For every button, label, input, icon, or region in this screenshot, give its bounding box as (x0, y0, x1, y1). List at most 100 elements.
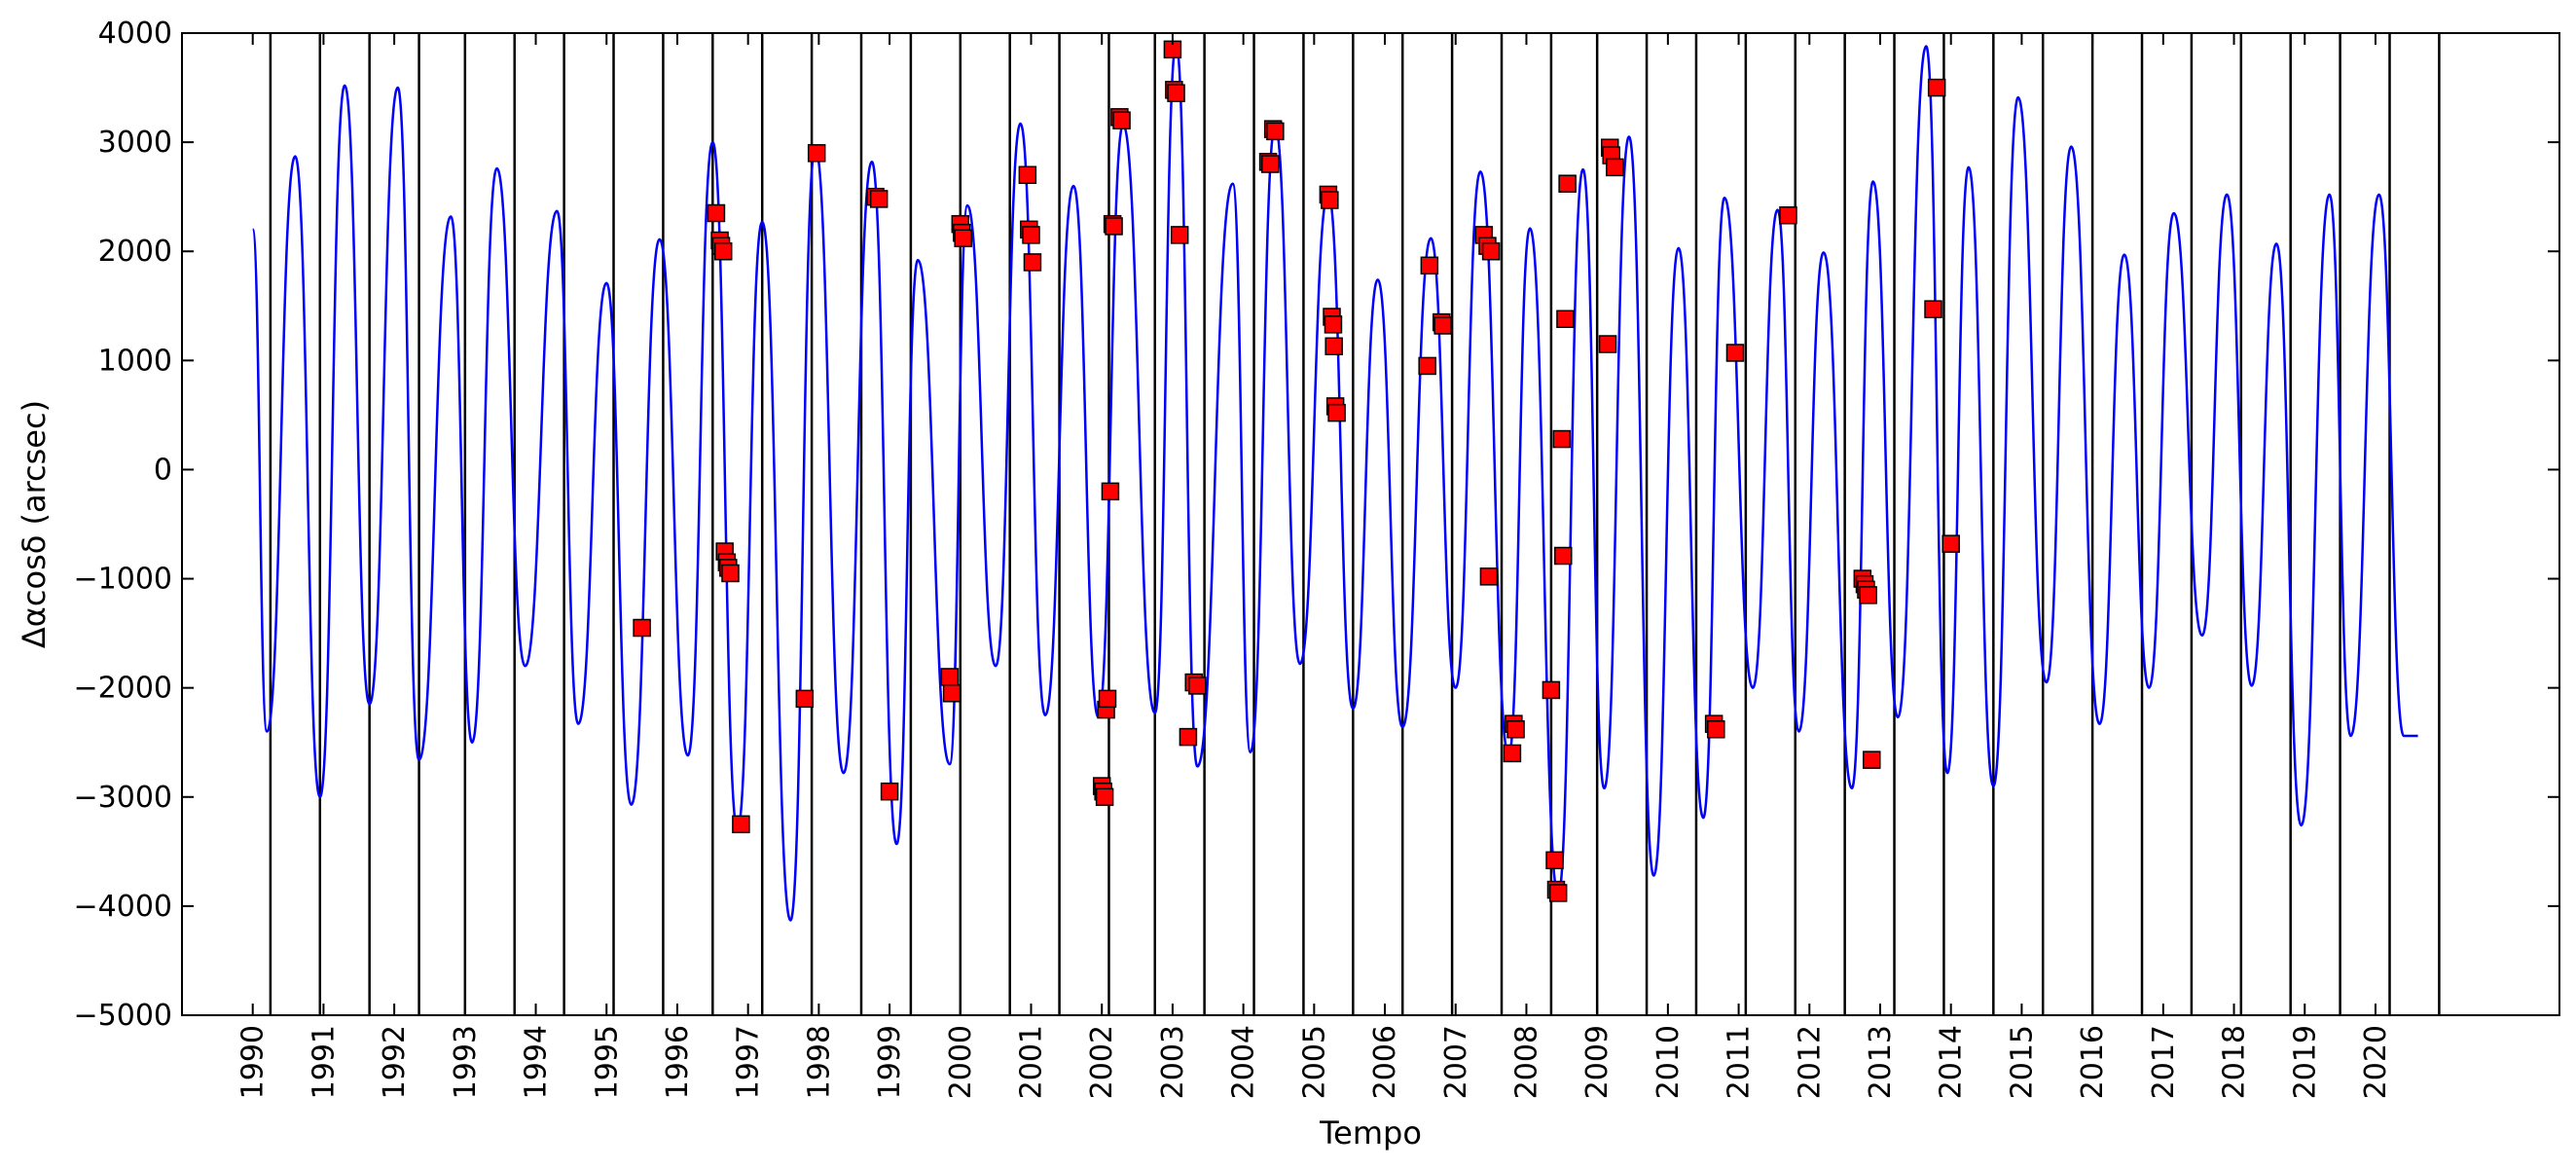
observation-point (1481, 241, 1501, 261)
x-tick-label: 2001 (1015, 1025, 1049, 1099)
x-tick-label: 2004 (1227, 1025, 1261, 1099)
y-axis-label: Δαcosδ (arcsec) (16, 400, 53, 648)
x-tick-label: 1992 (378, 1025, 412, 1099)
y-tick-label: −4000 (74, 890, 172, 924)
x-tick-label: 2019 (2288, 1025, 2322, 1099)
season-lines (269, 33, 2441, 1015)
observation-point (869, 190, 889, 208)
x-tick-label: 2008 (1509, 1025, 1543, 1099)
x-tick-label: 1998 (802, 1025, 836, 1099)
observation-point (1022, 226, 1040, 244)
x-tick-label: 2013 (1864, 1025, 1898, 1099)
x-tick-label: 2017 (2147, 1025, 2181, 1099)
y-tick-label: −2000 (74, 672, 172, 706)
x-tick-label: 2018 (2218, 1025, 2252, 1099)
observation-point (1598, 335, 1617, 353)
observation-point (1542, 680, 1561, 700)
observation-point (1479, 567, 1499, 586)
observation-point (1188, 676, 1207, 695)
observation-point (795, 689, 815, 709)
observation-point (1018, 165, 1037, 184)
y-tick-label: −5000 (74, 999, 172, 1033)
observation-point (1859, 586, 1877, 604)
x-tick-label: 2006 (1368, 1025, 1402, 1099)
y-axis-ticks: −5000 −4000 −3000 −2000 −1000 0 1000 2000 3000 40… (74, 17, 2559, 1033)
x-tick-label: 2016 (2076, 1025, 2110, 1099)
observation-point (1503, 744, 1522, 763)
y-tick-label: −1000 (74, 563, 172, 597)
observation-point (1558, 174, 1577, 193)
observation-point (1170, 226, 1189, 244)
y-tick-label: 3000 (98, 126, 172, 160)
y-tick-label: 1000 (98, 344, 172, 378)
observation-point (633, 618, 651, 638)
observation-point (1606, 158, 1624, 177)
observation-point (1924, 300, 1942, 318)
observation-point (1112, 111, 1131, 129)
observation-point (1179, 727, 1198, 747)
y-tick-label: 2000 (98, 235, 172, 269)
observation-point (807, 144, 826, 163)
observation-point (1552, 429, 1572, 449)
observation-point (1327, 403, 1346, 422)
observation-point (1023, 253, 1042, 272)
x-tick-label: 2012 (1793, 1025, 1827, 1099)
observation-point (1324, 337, 1343, 356)
observation-point (721, 564, 740, 583)
observation-point (1321, 191, 1339, 209)
observation-point (1927, 78, 1946, 97)
observation-point (1556, 310, 1575, 328)
observation-point (1545, 851, 1564, 870)
x-tick-label: 1999 (873, 1025, 907, 1099)
x-tick-label: 1991 (307, 1025, 341, 1099)
x-axis-label: Tempo (1319, 1115, 1422, 1152)
observation-point (1261, 155, 1280, 173)
observation-point (880, 782, 899, 801)
x-tick-label: 2014 (1935, 1025, 1969, 1099)
x-tick-label: 1997 (732, 1025, 766, 1099)
observation-point (1554, 546, 1573, 566)
plot-frame (181, 32, 2560, 1016)
observation-point (942, 684, 961, 703)
observation-point (1941, 534, 1960, 553)
x-tick-label: 1996 (661, 1025, 695, 1099)
observation-point (732, 815, 750, 834)
y-tick-label: 4000 (98, 17, 172, 51)
observation-point (1779, 205, 1797, 225)
x-tick-label: 2020 (2359, 1025, 2393, 1099)
observation-point (1324, 315, 1343, 334)
observation-point (1167, 84, 1185, 102)
observation-point (1105, 217, 1123, 236)
observation-point (1420, 256, 1439, 275)
observation-point (1266, 122, 1285, 141)
observation-point (1863, 750, 1881, 769)
x-tick-label: 2007 (1439, 1025, 1473, 1099)
x-tick-label: 2010 (1651, 1025, 1686, 1099)
observation-point (1707, 720, 1725, 739)
observation-point (1095, 787, 1114, 807)
x-tick-label: 1990 (236, 1025, 271, 1099)
observation-point (1725, 344, 1745, 362)
y-tick-label: 0 (154, 453, 172, 487)
observation-point (1433, 316, 1452, 335)
observation-point (1101, 482, 1120, 501)
observation-point (954, 229, 972, 248)
x-tick-label: 2000 (944, 1025, 978, 1099)
observation-point (1506, 720, 1525, 739)
observation-point (707, 203, 726, 223)
observation-point (1548, 884, 1568, 902)
model-line-layer (251, 42, 2418, 922)
y-tick-label: −3000 (74, 781, 172, 815)
observation-point (940, 668, 960, 686)
x-axis-ticks: 1990 1991 1992 1993 1994 1995 1996 1997 1998 1999… (236, 33, 2393, 1099)
observation-point (1098, 689, 1117, 709)
x-tick-label: 2015 (2005, 1025, 2039, 1099)
model-series-line (251, 42, 2418, 922)
x-tick-label: 1995 (590, 1025, 624, 1099)
observations-layer (633, 40, 1960, 902)
observation-point (1418, 356, 1436, 376)
observation-point (713, 241, 733, 261)
x-tick-label: 1994 (520, 1025, 554, 1099)
x-tick-label: 2005 (1297, 1025, 1331, 1099)
